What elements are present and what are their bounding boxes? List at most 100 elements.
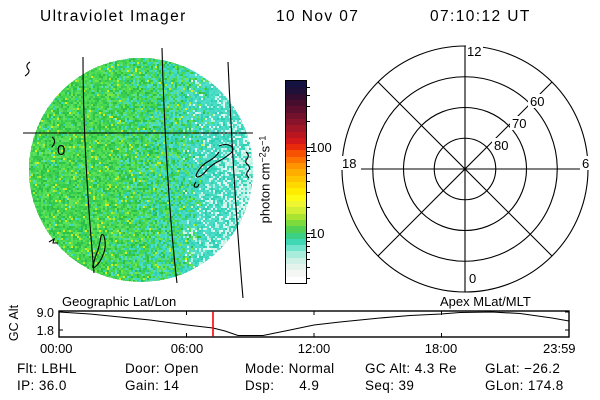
colorbar-band (286, 81, 306, 88)
colorbar-tick-100: 100 (310, 140, 332, 155)
apex-polar-grid: 12 18 6 0 60 70 80 (341, 44, 591, 293)
colorbar-band (286, 175, 306, 182)
coastline (24, 61, 31, 77)
status-flt: Flt: LBHL (17, 361, 77, 376)
coastline (193, 181, 200, 188)
mlt-label-18: 18 (342, 156, 356, 171)
colorbar-band (286, 93, 306, 100)
colorbar-band (286, 118, 306, 126)
colorbar-tick-mark (306, 121, 310, 123)
colorbar-tick-mark (306, 241, 310, 243)
mlat-ring-label-60: 60 (530, 94, 544, 109)
colorbar-tick-mark (306, 252, 310, 254)
strip-xtick: 23:59 (543, 341, 576, 356)
geographic-grid-overlay: 0 (23, 47, 253, 299)
colorbar-tick-mark (306, 207, 310, 209)
status-mode: Mode: Normal (245, 361, 335, 376)
coastline (92, 233, 106, 269)
date-label: 10 Nov 07 (276, 8, 360, 25)
colorbar (285, 80, 307, 284)
equator-label: 0 (57, 142, 65, 159)
colorbar-tick-mark (306, 236, 310, 238)
colorbar-tick-mark (306, 86, 310, 88)
mlt-label-0: 0 (469, 271, 476, 286)
status-seq: Seq: 39 (365, 378, 415, 393)
colorbar-band (286, 232, 306, 239)
colorbar-tick-mark (306, 147, 313, 148)
colorbar-tick-mark (306, 150, 310, 152)
status-glon: GLon: 174.8 (485, 378, 564, 393)
colorbar-band (286, 182, 306, 189)
colorbar-tick-mark (306, 233, 313, 234)
colorbar-band (286, 251, 306, 258)
colorbar-axis-label: photon cm−2s−1 (258, 110, 273, 250)
colorbar-tick-mark (306, 181, 310, 183)
time-label: 07:10:12 UT (430, 8, 531, 25)
colorbar-band (286, 112, 306, 119)
meridian-line (227, 61, 244, 299)
colorbar-band (286, 156, 306, 164)
colorbar-band (286, 207, 306, 214)
colorbar-tick-mark (306, 192, 310, 193)
colorbar-label-base: s (257, 145, 273, 153)
colorbar-band (286, 257, 306, 265)
colorbar-band (286, 150, 306, 157)
colorbar-tick-10: 10 (310, 226, 325, 241)
colorbar-tick-mark (306, 95, 310, 97)
colorbar-label-sup: −2 (257, 152, 268, 163)
status-door: Door: Open (125, 361, 199, 376)
meridian-line (161, 47, 178, 284)
gc-alt-strip-chart (58, 310, 570, 338)
colorbar-tick-mark (306, 166, 310, 168)
colorbar-band (286, 137, 306, 145)
colorbar-tick-mark (306, 160, 310, 162)
colorbar-band (286, 200, 306, 208)
colorbar-tick-mark (306, 278, 310, 279)
colorbar-label-sup: −1 (257, 135, 268, 146)
colorbar-band (286, 213, 306, 220)
strip-y-axis-label: GC Alt (7, 304, 21, 342)
coastline (48, 237, 58, 244)
colorbar-band (286, 106, 306, 113)
uv-disk-image (28, 57, 254, 283)
colorbar-band (286, 245, 306, 252)
strip-left-title: Geographic Lat/Lon (62, 294, 177, 309)
colorbar-tick-mark (306, 106, 310, 107)
colorbar-band (286, 87, 306, 94)
colorbar-band (286, 226, 306, 233)
colorbar-band (286, 125, 306, 132)
colorbar-band (286, 194, 306, 201)
coastline (51, 136, 56, 148)
colorbar-band (286, 99, 306, 107)
status-glat: GLat: −26.2 (485, 361, 561, 376)
strip-xtick: 06:00 (170, 341, 204, 356)
mlt-label-6: 6 (582, 156, 589, 171)
colorbar-band (286, 219, 306, 227)
colorbar-band (286, 188, 306, 195)
strip-xtick: 18:00 (424, 341, 458, 356)
strip-right-title: Apex MLat/MLT (440, 294, 531, 309)
colorbar-tick-mark (306, 246, 310, 248)
colorbar-band (286, 169, 306, 176)
status-dsp: Dsp: 4.9 (245, 378, 320, 393)
colorbar-band (286, 276, 306, 283)
coastline (195, 143, 234, 178)
status-gcalt: GC Alt: 4.3 Re (365, 361, 457, 376)
colorbar-band (286, 131, 306, 138)
mlt-label-12: 12 (467, 44, 481, 59)
colorbar-tick-mark (306, 267, 310, 269)
status-gain: Gain: 14 (125, 378, 180, 393)
coastline (245, 151, 251, 179)
page-title: Ultraviolet Imager (40, 8, 187, 25)
strip-xtick: 00:00 (40, 341, 73, 356)
colorbar-tick-mark (306, 258, 310, 260)
mlat-ring-label-80: 80 (494, 138, 508, 153)
colorbar-tick-mark (306, 172, 310, 174)
colorbar-tick-mark (306, 155, 310, 157)
gc-alt-curve (58, 311, 570, 337)
strip-ytick-9: 9.0 (36, 306, 54, 320)
mlat-ring-label-70: 70 (512, 116, 526, 131)
colorbar-band (286, 238, 306, 246)
colorbar-band (286, 163, 306, 170)
